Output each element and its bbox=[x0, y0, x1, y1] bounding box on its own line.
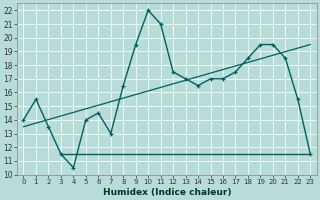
X-axis label: Humidex (Indice chaleur): Humidex (Indice chaleur) bbox=[103, 188, 231, 197]
